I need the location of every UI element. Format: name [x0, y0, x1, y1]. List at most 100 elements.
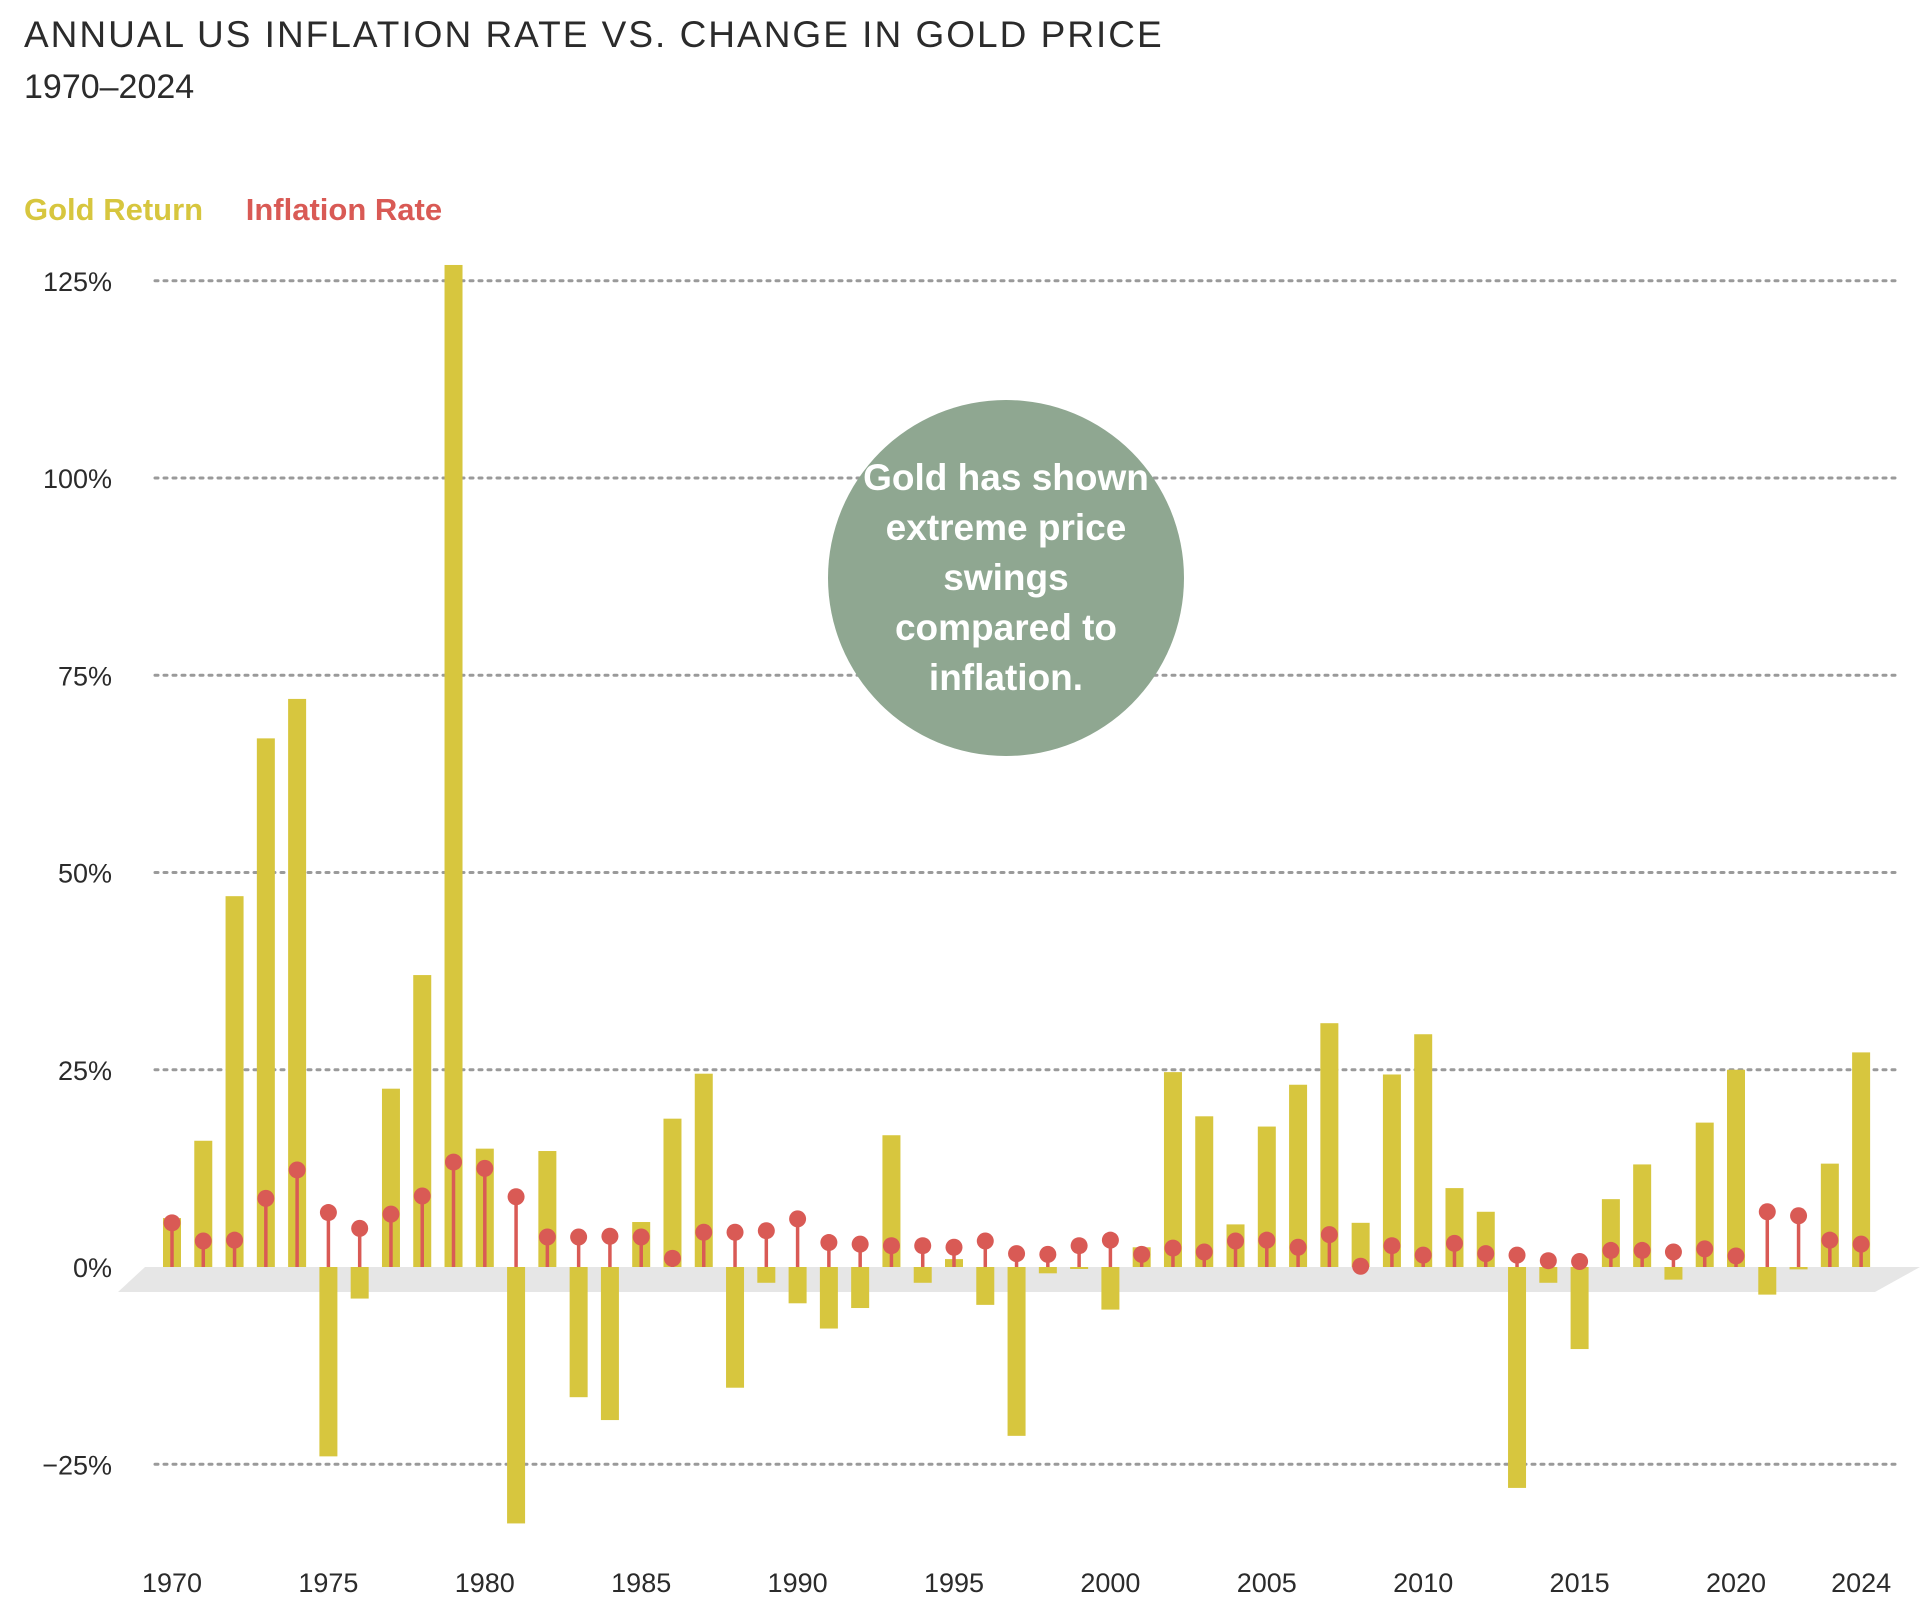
inflation-point [1008, 1245, 1026, 1263]
x-tick-label: 2005 [1237, 1568, 1297, 1598]
gold-bar [1382, 1074, 1401, 1267]
inflation-point [1352, 1257, 1370, 1275]
inflation-point [1164, 1239, 1182, 1257]
x-tick-label: 2000 [1080, 1568, 1140, 1598]
inflation-point [1133, 1245, 1151, 1263]
gold-bar [381, 1088, 400, 1267]
inflation-point [413, 1187, 431, 1205]
gold-bar [1664, 1267, 1683, 1280]
inflation-point [1445, 1234, 1463, 1252]
legend-inflation-rate: Inflation Rate [245, 192, 443, 227]
inflation-point [1289, 1238, 1307, 1256]
inflation-point [851, 1235, 869, 1253]
inflation-point [1821, 1231, 1839, 1249]
inflation-point [976, 1232, 994, 1250]
inflation-point [663, 1249, 681, 1267]
inflation-point [601, 1227, 619, 1245]
inflation-point [1320, 1226, 1338, 1244]
inflation-point [1414, 1246, 1432, 1264]
inflation-point [570, 1228, 588, 1246]
inflation-point [945, 1238, 963, 1256]
inflation-point [1539, 1252, 1557, 1270]
gold-bar [851, 1267, 870, 1309]
inflation-point [1602, 1241, 1620, 1259]
y-tick-label: 125% [43, 267, 112, 297]
inflation-point [226, 1231, 244, 1249]
inflation-point [882, 1237, 900, 1255]
inflation-point [789, 1210, 807, 1228]
inflation-point [1195, 1243, 1213, 1261]
gold-bar [757, 1267, 776, 1283]
gold-bar [350, 1267, 369, 1299]
inflation-point [1477, 1245, 1495, 1263]
inflation-point [257, 1189, 275, 1207]
inflation-point [914, 1237, 932, 1255]
gold-bar [600, 1267, 619, 1421]
gold-bar [913, 1267, 932, 1283]
inflation-point [1039, 1245, 1057, 1263]
legend: Gold Return Inflation Rate [24, 192, 476, 228]
inflation-point [476, 1159, 494, 1177]
gold-bar [1101, 1267, 1120, 1310]
inflation-point [1227, 1232, 1245, 1250]
inflation-lollipops-layer [163, 1153, 1870, 1275]
x-tick-label: 2020 [1706, 1568, 1766, 1598]
legend-gold-return: Gold Return [24, 192, 204, 227]
inflation-point [1383, 1237, 1401, 1255]
gold-bar [1320, 1023, 1339, 1267]
y-tick-label: 0% [73, 1253, 112, 1283]
inflation-point [163, 1214, 181, 1232]
gold-bar [1007, 1267, 1026, 1436]
inflation-point [1727, 1247, 1745, 1265]
inflation-point [820, 1234, 838, 1252]
gold-bar [882, 1135, 901, 1267]
inflation-point [1758, 1203, 1776, 1221]
gold-bar [507, 1267, 526, 1524]
y-tick-label: 50% [58, 859, 112, 889]
inflation-point [351, 1219, 369, 1237]
inflation-point [1571, 1252, 1589, 1270]
gold-bar [1038, 1267, 1057, 1274]
gold-bar [1257, 1126, 1276, 1267]
gold-bar [1351, 1222, 1370, 1267]
gold-bar [819, 1267, 838, 1329]
inflation-point [632, 1228, 650, 1246]
inflation-point [445, 1153, 463, 1171]
inflation-point [319, 1204, 337, 1222]
inflation-point [726, 1223, 744, 1241]
inflation-point [538, 1228, 556, 1246]
gold-bar [1789, 1267, 1808, 1270]
x-tick-label: 2024 [1831, 1568, 1891, 1598]
gold-bar [788, 1267, 807, 1304]
gold-bar [225, 896, 244, 1267]
gold-bar [976, 1267, 995, 1305]
y-tick-label: 25% [58, 1056, 112, 1086]
gold-bar [1570, 1267, 1589, 1350]
gold-bar [256, 738, 275, 1267]
gold-bar [569, 1267, 588, 1398]
gold-bar [1695, 1122, 1714, 1267]
gold-bar [1633, 1164, 1652, 1267]
inflation-point [1664, 1243, 1682, 1261]
inflation-point [695, 1223, 713, 1241]
gold-bar [444, 264, 463, 1268]
inflation-point [1508, 1246, 1526, 1264]
gold-bar [694, 1073, 713, 1267]
x-tick-label: 1970 [142, 1568, 202, 1598]
inflation-point [1101, 1231, 1119, 1249]
inflation-point [1070, 1237, 1088, 1255]
y-tick-label: 75% [58, 661, 112, 691]
gold-bar [1508, 1267, 1527, 1488]
x-tick-label: 2010 [1393, 1568, 1453, 1598]
gold-bar [1195, 1116, 1214, 1267]
y-tick-labels-layer: 125% 100% 75% 50% 25% 0% −25% [42, 267, 112, 1481]
gold-bar [1163, 1072, 1182, 1267]
inflation-point [382, 1205, 400, 1223]
inflation-point [1696, 1240, 1714, 1258]
x-tick-label: 2015 [1550, 1568, 1610, 1598]
gold-bar [726, 1267, 745, 1388]
gold-bar [1414, 1034, 1433, 1267]
gold-bar [663, 1118, 682, 1267]
inflation-point [757, 1222, 775, 1240]
x-tick-label: 1975 [298, 1568, 358, 1598]
